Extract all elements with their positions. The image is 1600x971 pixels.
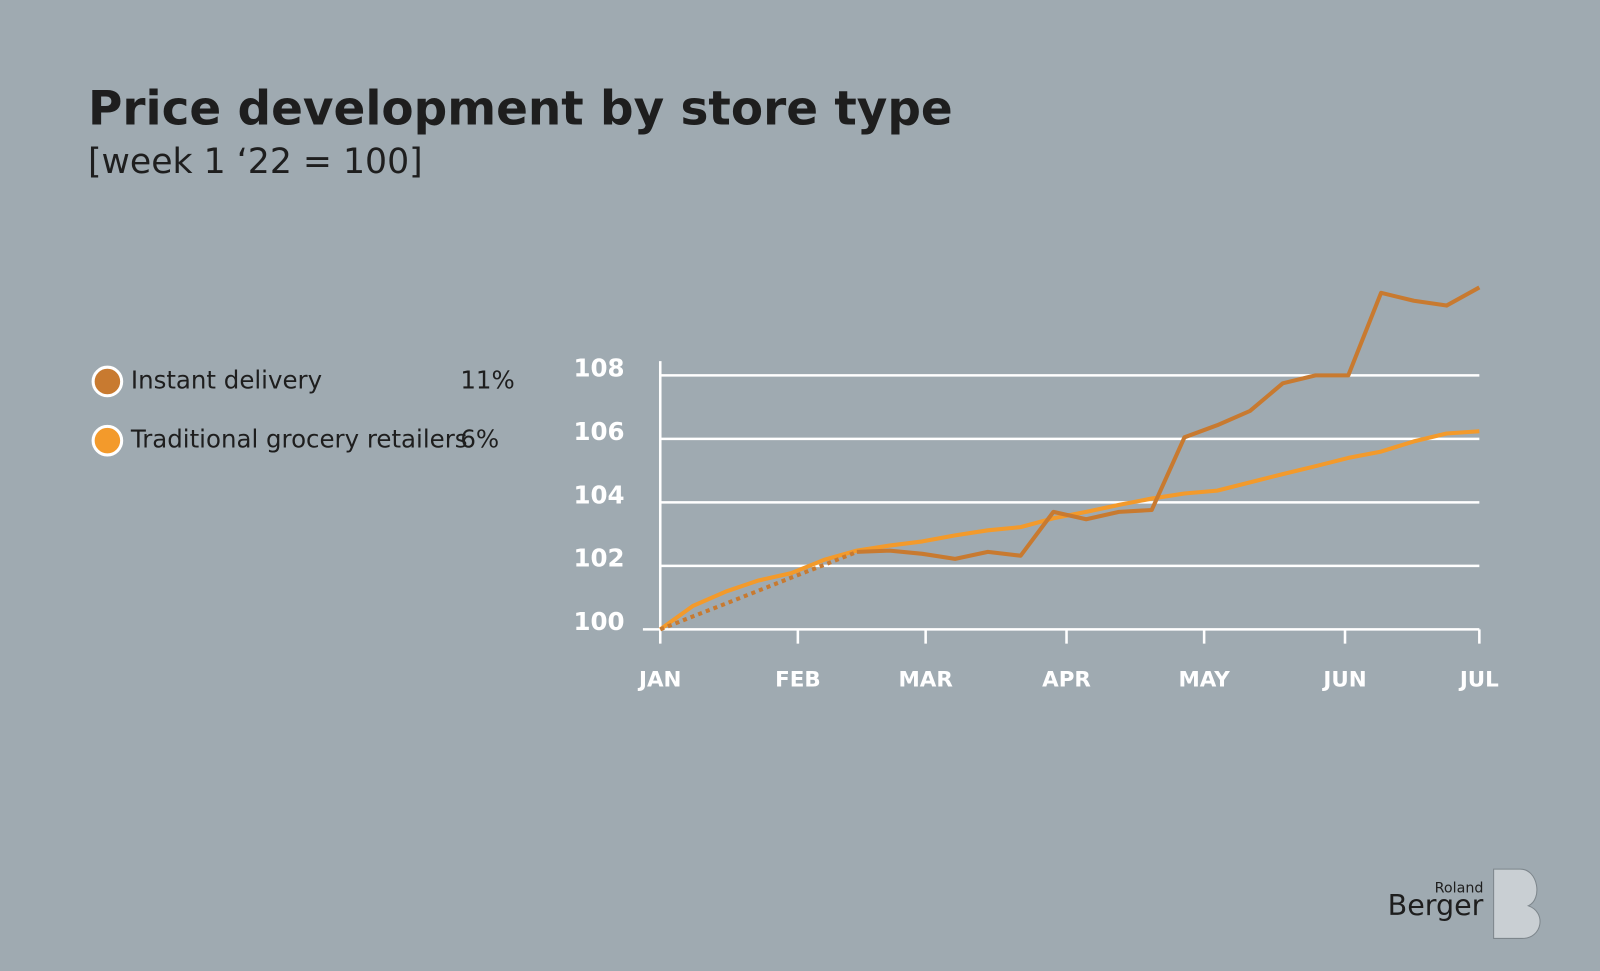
legend-swatch [91,424,124,457]
legend-value: 6% [460,425,499,454]
legend-value: 11% [460,365,514,394]
x-tick-label: JAN [637,667,681,692]
y-tick-label: 102 [573,544,624,573]
y-tick-label: 106 [573,417,624,446]
logo-text: Berger [1388,888,1484,922]
x-tick-label: JUN [1321,667,1366,692]
logo-text: Roland [1435,880,1484,896]
logo-mark [1493,868,1541,939]
x-tick-label: MAY [1178,667,1230,692]
chart-title: Price development by store type [88,82,953,137]
x-tick-label: JUL [1458,667,1499,692]
y-tick-label: 104 [573,480,624,509]
chart-subtitle: [week 1 ‘22 = 100] [88,142,423,182]
y-tick-label: 108 [573,353,624,382]
x-tick-label: FEB [775,667,821,692]
x-tick-label: APR [1042,667,1091,692]
logo: Roland Berger [1388,868,1541,939]
legend-swatch [91,365,124,398]
dotted-line [659,550,858,632]
series-line [856,285,1481,561]
x-tick-label: MAR [898,667,953,692]
legend-label: Traditional grocery retailers [130,425,468,454]
legend-label: Instant delivery [131,365,322,394]
y-tick-label: 100 [573,607,624,636]
